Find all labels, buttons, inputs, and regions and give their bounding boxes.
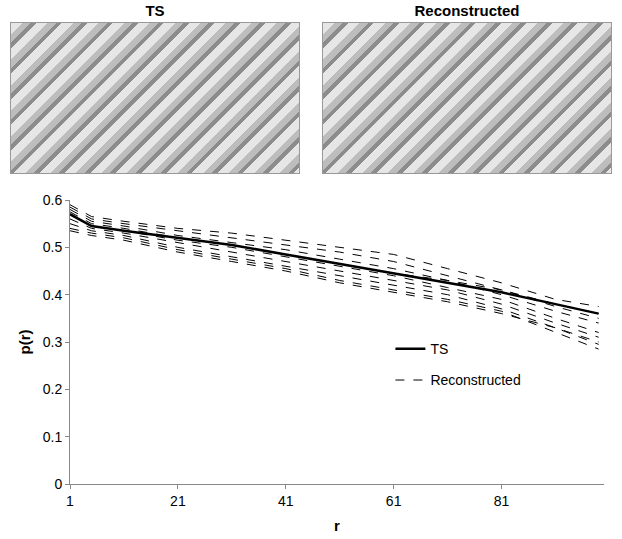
svg-text:0.3: 0.3 (43, 334, 63, 350)
svg-text:0.4: 0.4 (43, 287, 63, 303)
html-text:Reconstructed: Reconstructed (414, 2, 520, 19)
svg-text:0.2: 0.2 (43, 381, 63, 397)
svg-text:61: 61 (386, 493, 402, 509)
svg-text:p(r): p(r) (16, 330, 33, 355)
html-text:TS: TS (145, 2, 165, 19)
svg-text:0: 0 (54, 476, 62, 492)
svg-text:21: 21 (170, 493, 186, 509)
svg-text:TS: TS (430, 341, 448, 357)
svg-text:0.5: 0.5 (43, 239, 63, 255)
svg-text:0.1: 0.1 (43, 429, 63, 445)
svg-text:81: 81 (494, 493, 510, 509)
svg-text:r: r (334, 517, 340, 534)
svg-text:Reconstructed: Reconstructed (430, 372, 520, 388)
svg-text:1: 1 (66, 493, 74, 509)
svg-text:0.6: 0.6 (43, 192, 63, 208)
svg-text:41: 41 (278, 493, 294, 509)
